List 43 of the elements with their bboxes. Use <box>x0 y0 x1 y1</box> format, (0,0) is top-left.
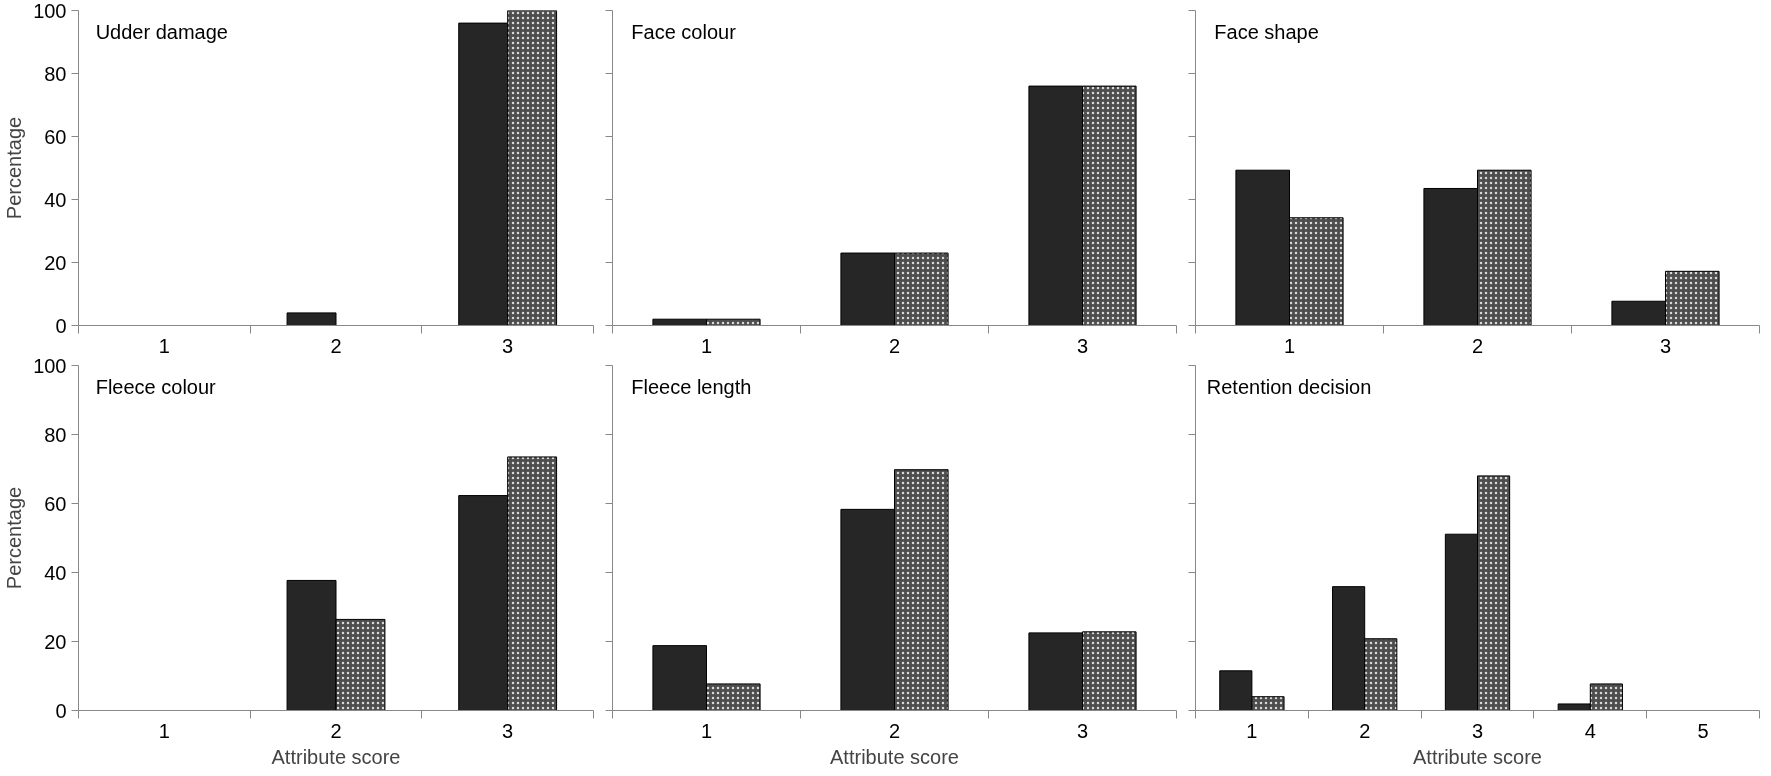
x-tick-label: 2 <box>888 334 901 357</box>
x-tick-label: 2 <box>888 719 901 742</box>
y-tick-label: 100 <box>33 354 67 377</box>
y-tick-label: 60 <box>44 492 67 515</box>
x-axis-title: Attribute score <box>271 745 401 768</box>
y-axis-title: Percentage <box>3 486 26 590</box>
x-tick-label: 3 <box>502 334 514 357</box>
y-tick-label: 20 <box>44 630 67 653</box>
y-tick-label: 40 <box>44 561 67 584</box>
x-tick-label: 3 <box>1659 334 1672 357</box>
x-tick-label: 3 <box>1076 334 1089 357</box>
y-tick-label: 40 <box>44 188 67 211</box>
text: Retention decision <box>1206 375 1372 398</box>
x-tick-label: 2 <box>330 334 342 357</box>
text: Fleece length <box>631 375 752 398</box>
x-axis-title: Attribute score <box>830 745 959 768</box>
x-tick-label: 4 <box>1584 719 1596 742</box>
y-tick-label: 60 <box>44 125 67 148</box>
text: Fleece colour <box>95 375 217 398</box>
x-tick-label: 5 <box>1697 719 1709 742</box>
x-tick-label: 2 <box>330 719 342 742</box>
x-tick-label: 3 <box>1076 719 1089 742</box>
y-tick-label: 20 <box>44 251 67 274</box>
y-tick-label: 0 <box>55 314 67 337</box>
x-tick-label: 1 <box>700 334 713 357</box>
x-tick-label: 1 <box>700 719 713 742</box>
x-tick-label: 1 <box>1283 334 1296 357</box>
x-tick-label: 3 <box>502 719 514 742</box>
y-tick-label: 80 <box>44 423 67 446</box>
text: Face shape <box>1214 20 1319 43</box>
x-axis-title: Attribute score <box>1413 745 1542 768</box>
y-tick-label: 0 <box>55 699 67 722</box>
y-tick-label: 80 <box>44 62 67 85</box>
x-tick-label: 1 <box>158 334 170 357</box>
x-tick-label: 2 <box>1471 334 1484 357</box>
text: Udder damage <box>95 20 228 43</box>
y-tick-label: 100 <box>33 0 67 22</box>
x-tick-label: 3 <box>1471 719 1484 742</box>
x-tick-label: 2 <box>1359 719 1371 742</box>
text: Face colour <box>631 20 737 43</box>
y-axis-title: Percentage <box>3 116 26 220</box>
x-tick-label: 1 <box>158 719 170 742</box>
x-tick-label: 1 <box>1246 719 1258 742</box>
